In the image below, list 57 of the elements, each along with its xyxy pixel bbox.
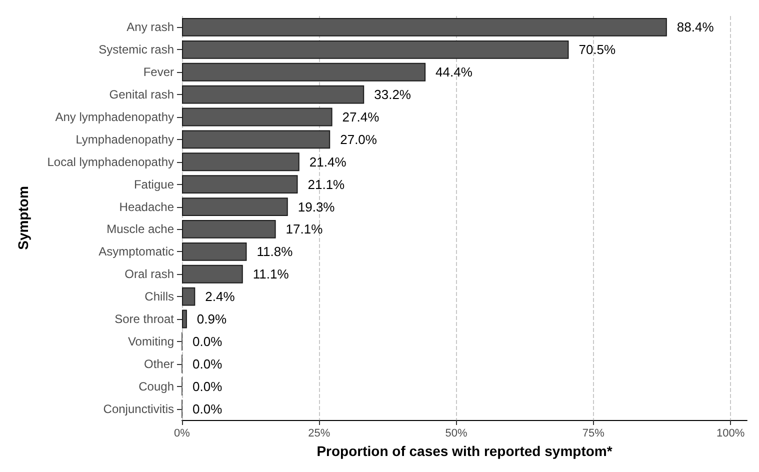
bar [182, 220, 276, 238]
bar [182, 18, 667, 36]
y-tick-label: Any lymphadenopathy [55, 110, 174, 124]
data-label: 2.4% [205, 289, 236, 304]
data-label: 88.4% [676, 20, 714, 35]
y-tick-label: Conjunctivitis [103, 402, 174, 416]
y-tick-label: Oral rash [124, 267, 174, 282]
x-tick-label: 100% [716, 428, 745, 440]
y-tick-label: Genital rash [109, 88, 174, 102]
data-label: 27.4% [342, 110, 380, 124]
y-tick-label: Vomiting [128, 334, 174, 348]
x-axis-title: Proportion of cases with reported symptom* [316, 442, 613, 459]
bar [182, 40, 569, 59]
bar [182, 108, 332, 126]
bar [182, 85, 364, 104]
data-label: 17.1% [286, 222, 324, 237]
data-label: 21.1% [308, 176, 346, 192]
bar [182, 152, 300, 172]
data-label: 19.3% [298, 199, 336, 214]
y-tick-label: Systemic rash [98, 42, 174, 57]
data-label: 11.8% [256, 244, 294, 260]
y-axis-title: Symptom [15, 186, 31, 250]
x-tick-label: 0% [174, 428, 190, 440]
bar [182, 242, 247, 261]
data-label: 33.2% [374, 87, 412, 102]
y-tick-label: Asymptomatic [98, 244, 174, 259]
data-label: 0.0% [192, 334, 223, 349]
y-tick-label: Chills [144, 290, 174, 304]
y-tick-label: Other [144, 356, 174, 371]
x-tick-label: 50% [445, 428, 468, 440]
x-tick-label: 25% [308, 428, 330, 440]
data-label: 27.0% [340, 132, 378, 147]
y-tick-label: Muscle ache [106, 222, 174, 236]
data-label: 0.0% [192, 401, 223, 416]
data-label: 0.9% [196, 312, 228, 326]
y-tick-label: Cough [138, 379, 174, 394]
y-tick-label: Fatigue [134, 177, 174, 192]
y-tick-label: Sore throat [114, 312, 175, 326]
data-label: 21.4% [309, 154, 347, 170]
bar [182, 130, 330, 149]
bar [182, 62, 426, 82]
y-tick-label: Any rash [126, 20, 174, 34]
data-label: 11.1% [252, 266, 290, 282]
bar [182, 264, 243, 284]
y-tick-label: Local lymphadenopathy [47, 154, 174, 169]
y-tick-label: Headache [119, 200, 174, 214]
data-label: 0.0% [192, 356, 223, 372]
data-label: 70.5% [578, 42, 616, 58]
data-label: 0.0% [192, 378, 223, 394]
y-tick-label: Lymphadenopathy [76, 132, 174, 146]
x-tick-label: 75% [582, 428, 605, 440]
bar [182, 287, 196, 306]
y-tick-label: Fever [143, 65, 174, 80]
bar [182, 175, 298, 194]
bar [182, 198, 288, 216]
data-label: 44.4% [436, 64, 473, 80]
bar [182, 310, 187, 328]
